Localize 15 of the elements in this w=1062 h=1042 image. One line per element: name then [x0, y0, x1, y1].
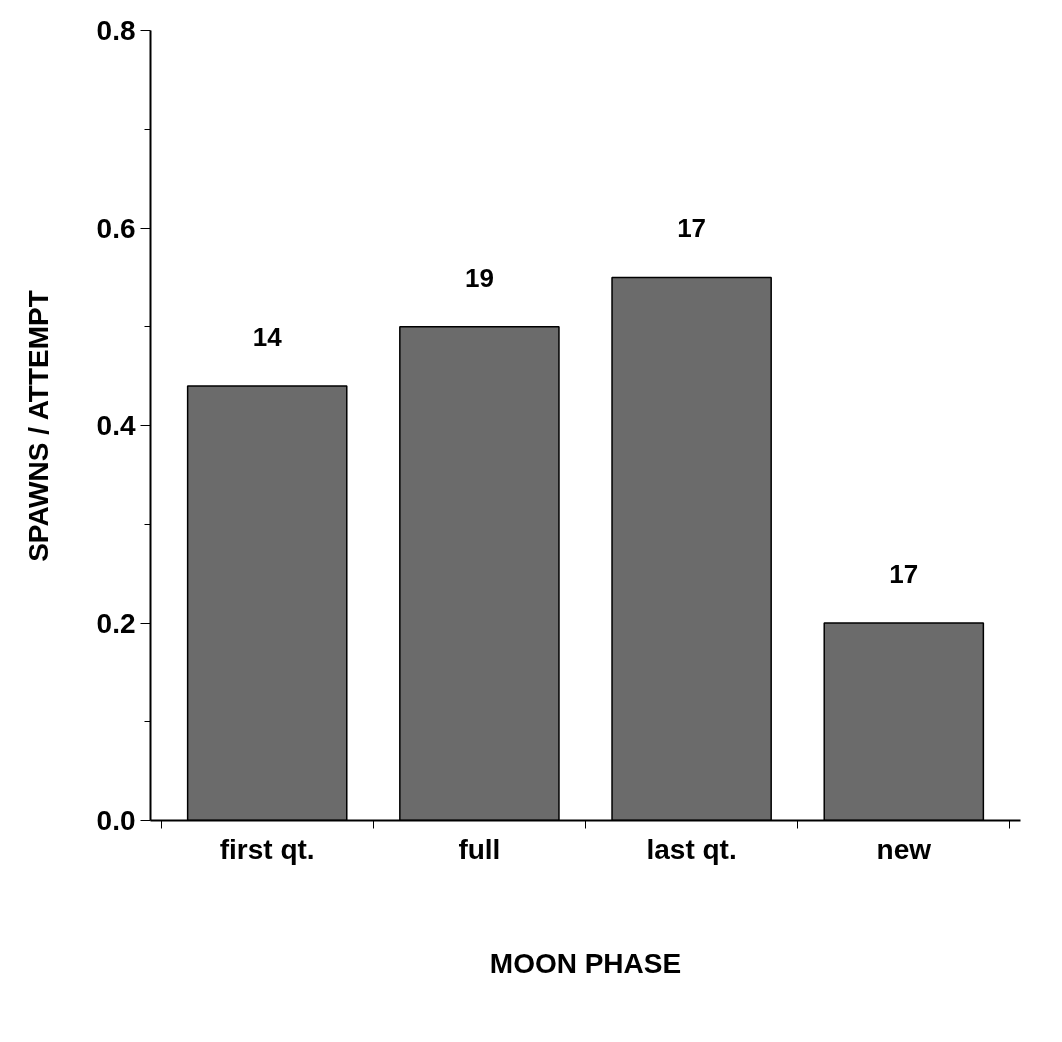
y-tick-label: 0.6	[96, 212, 136, 244]
text: 0.0	[96, 805, 136, 836]
annotation: 19	[464, 262, 494, 293]
x-tick-label: new	[876, 833, 932, 865]
x-tick-label: last qt.	[646, 833, 737, 865]
annotation: 14	[252, 322, 283, 352]
annotation: 17	[677, 213, 707, 244]
x-tick-label: full	[458, 833, 501, 865]
y-tick-label: 0.4	[96, 410, 136, 441]
annotation: 17	[889, 559, 919, 589]
x-tick-label: first qt.	[219, 833, 315, 865]
y-axis-title: SPAWNS / ATTEMPT	[22, 290, 54, 562]
y-tick-label: 0.2	[96, 607, 136, 639]
x-axis-title: MOON PHASE	[489, 947, 682, 979]
y-tick-label: 0.8	[96, 15, 136, 46]
